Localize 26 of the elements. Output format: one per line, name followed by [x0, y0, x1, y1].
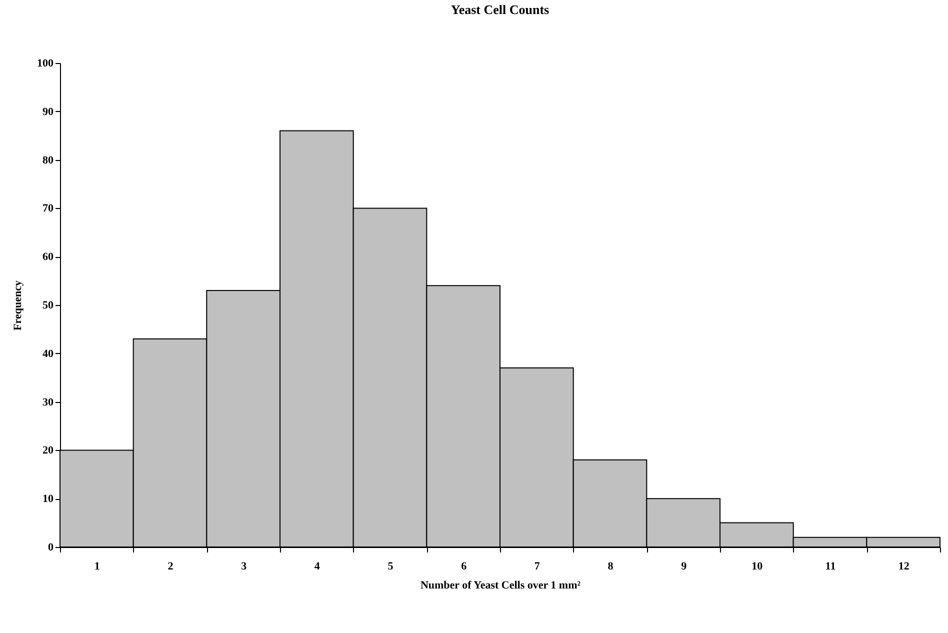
y-tick-label: 50 [42, 300, 54, 312]
y-tick-label: 90 [42, 106, 54, 118]
x-axis-title: Number of Yeast Cells over 1 mm² [420, 580, 582, 592]
x-tick-label: 5 [388, 560, 394, 572]
y-tick-label: 30 [42, 396, 54, 408]
x-tick-label: 10 [752, 560, 764, 572]
y-tick-label: 10 [42, 493, 54, 506]
x-tick-label: 4 [314, 560, 320, 572]
x-tick-label: 1 [94, 560, 100, 572]
y-tick-label: 40 [42, 348, 54, 360]
x-tick-label: 9 [681, 560, 688, 572]
x-tick-label: 3 [241, 560, 248, 572]
x-tick-label: 7 [534, 560, 540, 572]
x-tick-label: 12 [898, 560, 910, 572]
y-tick-label: 70 [42, 202, 54, 215]
y-tick-label: 20 [42, 444, 54, 457]
y-tick-label: 100 [37, 58, 54, 70]
x-tick-label: 2 [168, 560, 174, 572]
x-tick-label: 8 [608, 560, 614, 572]
x-tick-label: 11 [825, 560, 836, 572]
y-axis-title: Frequency [12, 280, 24, 330]
chart-title: Yeast Cell Counts [450, 2, 550, 17]
y-tick-label: 0 [48, 542, 54, 554]
y-tick-label: 60 [42, 251, 54, 264]
y-tick-label: 80 [42, 154, 54, 166]
x-tick-label: 6 [461, 560, 468, 572]
